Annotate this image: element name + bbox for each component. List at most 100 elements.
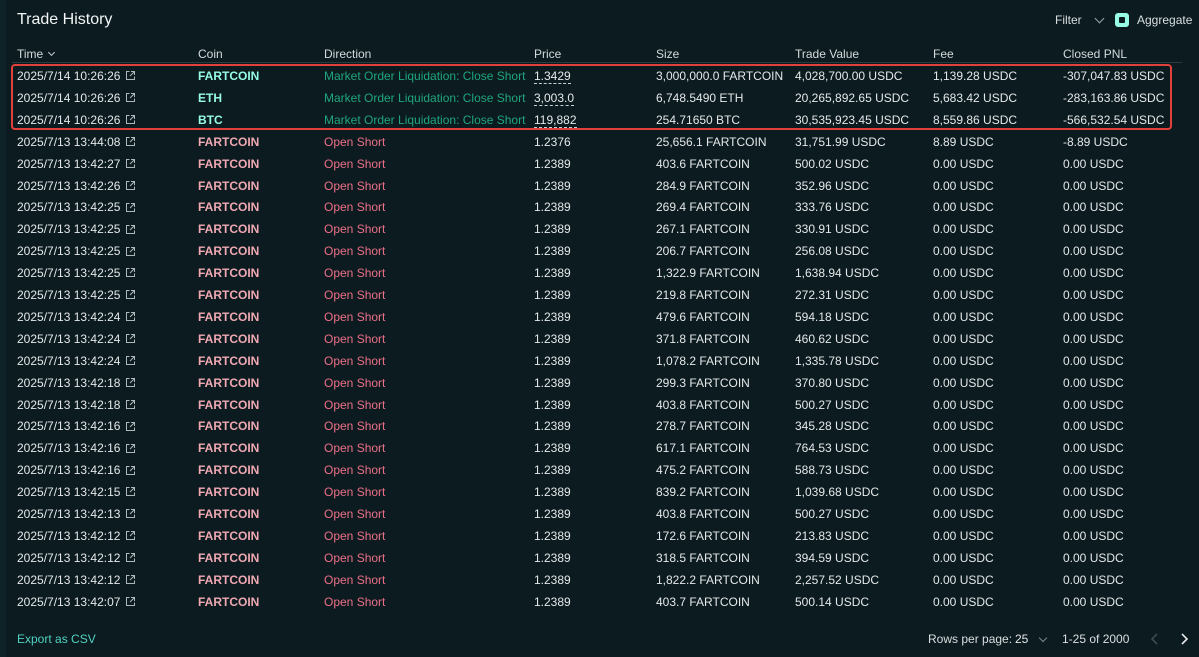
closed-pnl-cell: 0.00 USDC — [1063, 178, 1124, 193]
coin-cell[interactable]: FARTCOIN — [198, 353, 260, 368]
external-link-icon[interactable] — [125, 355, 136, 366]
left-panel-edge — [0, 0, 6, 657]
coin-cell[interactable]: FARTCOIN — [198, 397, 260, 412]
coin-cell[interactable]: FARTCOIN — [198, 288, 260, 302]
table-row: 2025/7/13 13:42:15 FARTCOIN Open Short 1.23… — [17, 481, 1192, 503]
coin-cell[interactable]: FARTCOIN — [198, 463, 260, 478]
price-value: 1.2389 — [534, 419, 571, 434]
column-header-closed-pnl[interactable]: Closed PNL — [1063, 47, 1128, 61]
coin-cell[interactable]: ETH — [198, 90, 222, 105]
coin-cell[interactable]: FARTCOIN — [198, 222, 260, 237]
coin-cell[interactable]: FARTCOIN — [198, 594, 260, 609]
external-link-icon[interactable] — [125, 508, 136, 519]
external-link-icon[interactable] — [125, 377, 136, 388]
size-cell: 206.7 FARTCOIN — [656, 244, 750, 259]
price-cell: 1.2389 — [534, 376, 571, 390]
coin-cell[interactable]: BTC — [198, 112, 223, 127]
time-cell: 2025/7/13 13:44:08 — [17, 135, 136, 149]
external-link-icon[interactable] — [125, 202, 136, 213]
aggregate-toggle[interactable]: Aggregate — [1115, 13, 1192, 27]
external-link-icon[interactable] — [125, 224, 136, 235]
direction-cell: Open Short — [324, 528, 386, 543]
external-link-icon[interactable] — [125, 70, 136, 81]
price-value[interactable]: 119,882 — [534, 112, 577, 128]
column-header-direction[interactable]: Direction — [324, 47, 372, 61]
external-link-icon[interactable] — [125, 443, 136, 454]
coin-cell[interactable]: FARTCOIN — [198, 507, 260, 521]
external-link-icon[interactable] — [125, 596, 136, 607]
coin-cell[interactable]: FARTCOIN — [198, 419, 260, 434]
filter-label: Filter — [1055, 13, 1082, 27]
coin-cell[interactable]: FARTCOIN — [198, 244, 260, 259]
coin-cell[interactable]: FARTCOIN — [198, 134, 260, 149]
external-link-icon[interactable] — [125, 136, 136, 147]
external-link-icon[interactable] — [125, 552, 136, 563]
fee-cell: 5,683.42 USDC — [933, 90, 1018, 105]
coin-cell[interactable]: FARTCOIN — [198, 441, 260, 456]
price-cell: 3,003.0 — [534, 90, 575, 106]
coin-cell[interactable]: FARTCOIN — [198, 572, 260, 587]
coin-cell[interactable]: FARTCOIN — [198, 178, 260, 193]
price-cell: 1.3429 — [534, 69, 571, 84]
rows-per-page-select[interactable]: 25 — [1015, 632, 1048, 646]
external-link-icon[interactable] — [125, 399, 136, 410]
external-link-icon[interactable] — [125, 333, 136, 344]
trade-value-cell: 500.27 USDC — [795, 397, 870, 412]
trade-value-cell: 31,751.99 USDC — [795, 134, 886, 149]
coin-cell[interactable]: FARTCOIN — [198, 266, 260, 281]
table-row: 2025/7/13 13:42:25 FARTCOIN Open Short 1.23… — [17, 240, 1192, 262]
trade-time: 2025/7/13 13:42:25 — [17, 244, 121, 259]
coin-cell[interactable]: FARTCOIN — [198, 331, 260, 346]
column-header-coin[interactable]: Coin — [198, 47, 223, 61]
size-cell: 617.1 FARTCOIN — [656, 441, 750, 456]
closed-pnl-cell: -307,047.83 USDC — [1063, 69, 1165, 83]
trade-time: 2025/7/13 13:42:12 — [17, 528, 121, 543]
coin-cell[interactable]: FARTCOIN — [198, 528, 260, 543]
coin-cell[interactable]: FARTCOIN — [198, 200, 260, 215]
price-cell: 1.2389 — [534, 507, 571, 521]
column-header-time[interactable]: Time — [17, 47, 56, 61]
trade-time: 2025/7/13 13:42:25 — [17, 222, 121, 237]
external-link-icon[interactable] — [125, 421, 136, 432]
aggregate-checkbox[interactable] — [1115, 13, 1129, 27]
table-row: 2025/7/13 13:42:26 FARTCOIN Open Short 1.23… — [17, 175, 1192, 197]
next-page-button[interactable] — [1177, 630, 1191, 648]
external-link-icon[interactable] — [125, 92, 136, 103]
column-header-trade-value[interactable]: Trade Value — [795, 47, 860, 61]
closed-pnl-cell: 0.00 USDC — [1063, 375, 1124, 390]
previous-page-button[interactable] — [1148, 630, 1162, 648]
external-link-icon[interactable] — [125, 246, 136, 257]
external-link-icon[interactable] — [125, 574, 136, 585]
trade-time: 2025/7/13 13:42:15 — [17, 485, 121, 500]
coin-cell[interactable]: FARTCOIN — [198, 156, 260, 171]
external-link-icon[interactable] — [125, 267, 136, 278]
fee-cell: 0.00 USDC — [933, 528, 994, 543]
coin-cell[interactable]: FARTCOIN — [198, 69, 260, 83]
column-header-fee[interactable]: Fee — [933, 47, 954, 61]
coin-cell[interactable]: FARTCOIN — [198, 309, 260, 324]
coin-cell[interactable]: FARTCOIN — [198, 375, 260, 390]
external-link-icon[interactable] — [125, 486, 136, 497]
column-header-price[interactable]: Price — [534, 47, 562, 61]
external-link-icon[interactable] — [125, 180, 136, 191]
filter-dropdown[interactable]: Filter — [1055, 13, 1105, 27]
external-link-icon[interactable] — [125, 465, 136, 476]
coin-cell[interactable]: FARTCOIN — [198, 550, 260, 565]
fee-cell: 0.00 USDC — [933, 156, 994, 171]
export-csv-link[interactable]: Export as CSV — [17, 632, 96, 646]
size-cell: 403.7 FARTCOIN — [656, 594, 750, 609]
external-link-icon[interactable] — [125, 530, 136, 541]
column-header-size[interactable]: Size — [656, 47, 680, 61]
coin-cell[interactable]: FARTCOIN — [198, 485, 260, 500]
external-link-icon[interactable] — [125, 311, 136, 322]
fee-cell: 0.00 USDC — [933, 441, 994, 456]
trade-time: 2025/7/13 13:42:12 — [17, 572, 121, 587]
external-link-icon[interactable] — [125, 158, 136, 169]
price-cell: 1.2389 — [534, 310, 571, 324]
price-value[interactable]: 3,003.0 — [534, 90, 575, 106]
external-link-icon[interactable] — [125, 114, 136, 125]
rows-per-page-value: 25 — [1015, 632, 1029, 646]
direction-cell: Open Short — [324, 594, 386, 609]
price-value[interactable]: 1.3429 — [534, 69, 571, 84]
external-link-icon[interactable] — [125, 289, 136, 300]
